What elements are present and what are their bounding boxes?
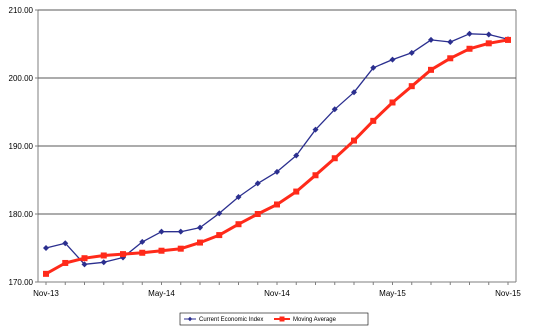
data-point-current-economic-index <box>158 228 165 235</box>
data-point-moving-average <box>447 55 454 62</box>
data-point-moving-average <box>485 40 492 47</box>
data-point-moving-average <box>466 45 473 52</box>
data-point-current-economic-index <box>389 56 396 63</box>
data-point-current-economic-index <box>197 224 203 231</box>
legend-marker-current-economic-index <box>187 316 193 322</box>
y-tick-label: 210.00 <box>9 6 34 15</box>
data-point-moving-average <box>100 252 107 259</box>
data-point-current-economic-index <box>447 38 454 45</box>
data-point-moving-average <box>62 259 69 266</box>
data-point-current-economic-index <box>466 30 473 37</box>
legend-label-current-economic-index: Current Economic Index <box>199 317 263 323</box>
x-tick-label: Nov-14 <box>264 289 290 298</box>
data-point-moving-average <box>505 36 511 43</box>
y-tick-label: 200.00 <box>9 74 34 83</box>
legend-label-moving-average: Moving Average <box>293 317 337 323</box>
y-tick-label: 190.00 <box>9 142 34 151</box>
legend: Current Economic Index Moving Average <box>179 312 369 326</box>
data-point-moving-average <box>293 188 300 195</box>
x-tick-label: Nov-13 <box>33 289 59 298</box>
data-point-current-economic-index <box>81 261 88 268</box>
data-point-current-economic-index <box>274 168 280 175</box>
data-point-moving-average <box>254 211 261 217</box>
data-point-current-economic-index <box>293 152 300 159</box>
data-point-moving-average <box>428 66 434 73</box>
data-point-current-economic-index <box>62 240 69 247</box>
data-point-moving-average <box>177 245 184 252</box>
data-point-moving-average <box>81 255 88 262</box>
data-point-moving-average <box>139 249 146 256</box>
data-point-current-economic-index <box>216 210 223 217</box>
data-point-current-economic-index <box>235 194 242 200</box>
y-axis-ticks: 170.00 180.00 190.00 200.00 210.00 <box>9 6 38 287</box>
x-tick-label: May-14 <box>148 289 175 298</box>
series-layer <box>43 30 511 277</box>
data-point-moving-average <box>331 155 338 162</box>
data-point-moving-average <box>197 239 203 246</box>
series-moving-average <box>43 36 511 277</box>
data-point-moving-average <box>235 221 242 228</box>
data-point-moving-average <box>216 232 223 239</box>
data-point-current-economic-index <box>100 259 107 266</box>
data-point-current-economic-index <box>120 254 126 261</box>
data-point-current-economic-index <box>177 228 184 235</box>
data-point-moving-average <box>120 251 126 258</box>
data-point-moving-average <box>389 99 396 106</box>
data-point-current-economic-index <box>43 245 49 251</box>
data-point-current-economic-index <box>351 89 357 96</box>
data-point-moving-average <box>43 270 49 277</box>
x-axis-ticks: Nov-13 May-14 Nov-14 May-15 Nov-15 <box>33 282 521 298</box>
data-point-current-economic-index <box>254 180 261 187</box>
data-point-moving-average <box>274 201 280 208</box>
data-point-moving-average <box>158 247 165 254</box>
data-point-moving-average <box>351 137 357 144</box>
data-point-moving-average <box>370 117 377 124</box>
legend-marker-moving-average <box>279 316 285 322</box>
y-tick-label: 180.00 <box>9 210 34 219</box>
series-current-economic-index <box>43 30 511 268</box>
data-point-current-economic-index <box>485 31 492 38</box>
y-tick-label: 170.00 <box>9 278 34 287</box>
data-point-current-economic-index <box>312 126 319 133</box>
x-tick-label: Nov-15 <box>495 289 521 298</box>
data-point-current-economic-index <box>370 64 377 71</box>
data-point-moving-average <box>408 83 415 90</box>
data-point-moving-average <box>312 172 319 179</box>
data-point-current-economic-index <box>331 106 338 113</box>
x-tick-label: May-15 <box>379 289 406 298</box>
data-point-current-economic-index <box>139 238 146 245</box>
data-point-current-economic-index <box>408 49 415 56</box>
data-point-current-economic-index <box>428 36 434 43</box>
gridlines <box>38 9 516 215</box>
